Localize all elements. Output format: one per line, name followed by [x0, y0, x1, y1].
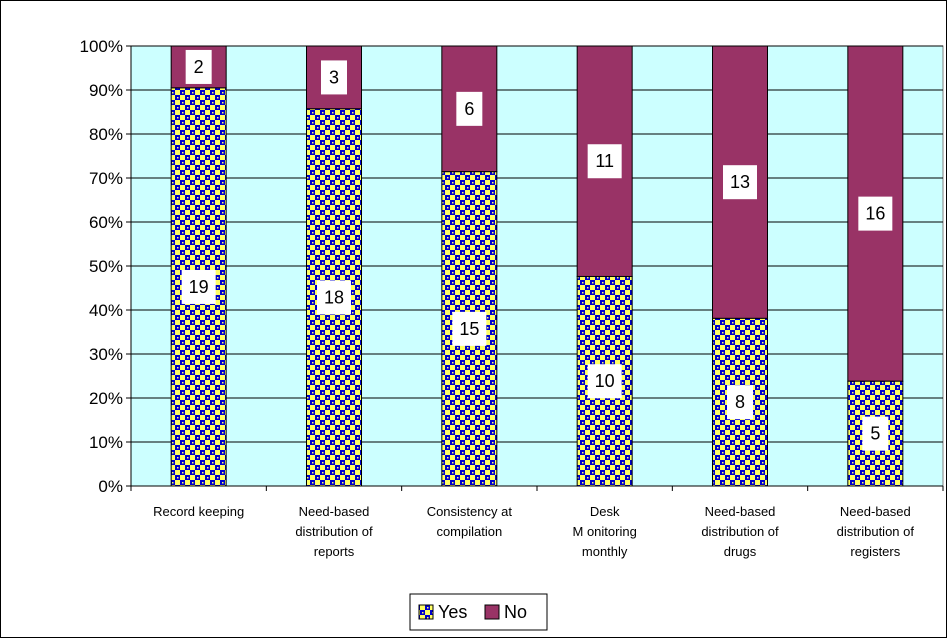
y-axis-ticks: 0% 10% 20% 30% 40% 50% 60% 70% 80% 90% 100% — [80, 37, 131, 496]
data-label-no-box — [858, 196, 893, 231]
x-category-label-line: distribution of — [701, 524, 779, 539]
x-category-label-line: monthly — [582, 544, 628, 559]
y-tick-label: 70% — [89, 169, 123, 188]
data-label-no: 2 — [194, 57, 204, 77]
data-label-yes-box — [317, 280, 351, 315]
legend-swatch-yes — [418, 604, 434, 620]
x-category-label: Desk M onitoring monthly — [573, 504, 637, 559]
legend-swatch-no — [484, 604, 500, 620]
x-category-label: Need-based distribution of registers — [837, 504, 915, 559]
y-tick-label: 90% — [89, 81, 123, 100]
data-label-no: 3 — [329, 67, 339, 87]
legend: Yes No — [409, 593, 548, 631]
data-label-no: 16 — [865, 204, 885, 224]
legend-label-yes: Yes — [438, 602, 467, 622]
x-category-label: Consistency at compilation — [427, 504, 513, 539]
data-label-yes: 10 — [595, 371, 615, 391]
y-tick-label: 0% — [98, 477, 123, 496]
data-label-yes-box — [452, 311, 487, 346]
x-category-label-line: Need-based — [299, 504, 370, 519]
data-label-no-box — [321, 60, 347, 95]
x-category-label-line: distribution of — [837, 524, 915, 539]
y-tick-label: 60% — [89, 213, 123, 232]
data-label-yes-box — [862, 416, 889, 451]
data-label-yes-box — [181, 269, 216, 304]
y-tick-label: 50% — [89, 257, 123, 276]
data-label-yes: 8 — [735, 392, 745, 412]
y-tick-label: 100% — [80, 37, 123, 56]
y-tick-label: 40% — [89, 301, 123, 320]
legend-label-no: No — [504, 602, 527, 622]
data-label-no: 6 — [464, 99, 474, 119]
x-category-label-line: Desk — [590, 504, 620, 519]
x-category-label-line: drugs — [724, 544, 757, 559]
x-category-label: Need-based distribution of reports — [295, 504, 373, 559]
data-label-no-box — [185, 49, 212, 84]
y-tick-label: 20% — [89, 389, 123, 408]
data-label-yes: 15 — [459, 319, 479, 339]
data-label-no-box — [723, 165, 757, 200]
x-category-label-line: Need-based — [705, 504, 776, 519]
data-label-no-box — [456, 91, 483, 126]
x-category-label-line: Need-based — [840, 504, 911, 519]
x-axis-categories: Record keeping Need-based distribution of r… — [130, 486, 944, 559]
bars: 19 2 18 3 15 6 10 11 8 13 5 16 — [170, 45, 904, 487]
y-tick-label: 30% — [89, 345, 123, 364]
data-label-no: 13 — [730, 172, 750, 192]
data-label-yes-box — [727, 385, 753, 420]
x-category-label-line: reports — [314, 544, 355, 559]
y-tick-label: 10% — [89, 433, 123, 452]
x-category-label-line: registers — [850, 544, 900, 559]
x-category-label-line: compilation — [436, 524, 502, 539]
x-category-label: Need-based distribution of drugs — [701, 504, 779, 559]
x-category-label-line: Record keeping — [153, 504, 244, 519]
x-category-label: Record keeping — [153, 504, 244, 519]
data-label-yes: 18 — [324, 287, 344, 307]
gridlines — [131, 45, 943, 487]
data-label-yes: 5 — [870, 424, 880, 444]
data-label-yes-box — [587, 364, 622, 399]
y-tick-label: 80% — [89, 125, 123, 144]
x-category-label-line: distribution of — [295, 524, 373, 539]
x-category-label-line: M onitoring — [573, 524, 637, 539]
data-label-no: 11 — [595, 151, 614, 171]
data-label-no-box — [587, 144, 622, 179]
x-category-label-line: Consistency at — [427, 504, 513, 519]
data-label-yes: 19 — [189, 277, 209, 297]
